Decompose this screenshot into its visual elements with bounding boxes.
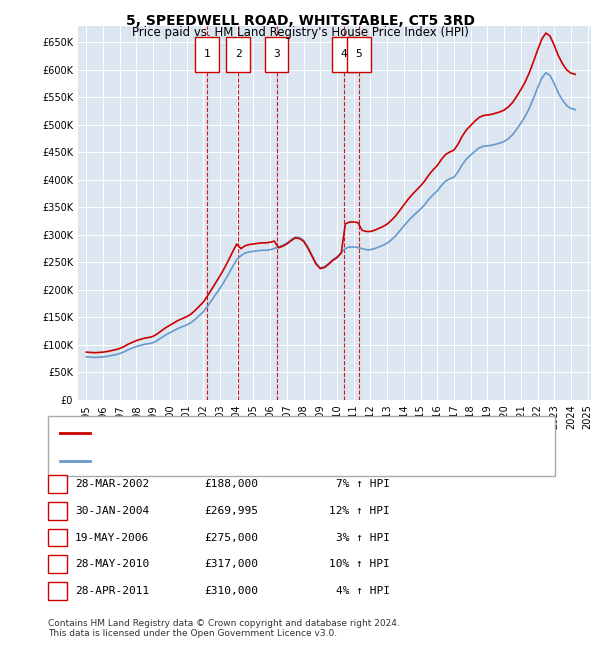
Text: Contains HM Land Registry data © Crown copyright and database right 2024.
This d: Contains HM Land Registry data © Crown c… bbox=[48, 619, 400, 638]
Text: HPI: Average price, detached house, Canterbury: HPI: Average price, detached house, Cant… bbox=[93, 456, 345, 466]
Text: 2: 2 bbox=[54, 506, 61, 516]
Text: 10% ↑ HPI: 10% ↑ HPI bbox=[329, 559, 390, 569]
Text: 28-MAY-2010: 28-MAY-2010 bbox=[75, 559, 149, 569]
Text: 5, SPEEDWELL ROAD, WHITSTABLE, CT5 3RD (detached house): 5, SPEEDWELL ROAD, WHITSTABLE, CT5 3RD (… bbox=[93, 428, 421, 437]
Text: 19-MAY-2006: 19-MAY-2006 bbox=[75, 532, 149, 543]
Text: 7% ↑ HPI: 7% ↑ HPI bbox=[336, 479, 390, 489]
Text: £269,995: £269,995 bbox=[204, 506, 258, 516]
Text: £310,000: £310,000 bbox=[204, 586, 258, 596]
Text: 4% ↑ HPI: 4% ↑ HPI bbox=[336, 586, 390, 596]
Text: 5: 5 bbox=[356, 49, 362, 59]
Text: £317,000: £317,000 bbox=[204, 559, 258, 569]
FancyBboxPatch shape bbox=[265, 37, 289, 72]
Text: 2: 2 bbox=[235, 49, 241, 59]
Text: 5: 5 bbox=[54, 586, 61, 596]
Text: 28-APR-2011: 28-APR-2011 bbox=[75, 586, 149, 596]
Text: 12% ↑ HPI: 12% ↑ HPI bbox=[329, 506, 390, 516]
Text: 3: 3 bbox=[273, 49, 280, 59]
FancyBboxPatch shape bbox=[332, 37, 356, 72]
Text: 28-MAR-2002: 28-MAR-2002 bbox=[75, 479, 149, 489]
FancyBboxPatch shape bbox=[347, 37, 371, 72]
Text: Price paid vs. HM Land Registry's House Price Index (HPI): Price paid vs. HM Land Registry's House … bbox=[131, 26, 469, 39]
Text: £188,000: £188,000 bbox=[204, 479, 258, 489]
Text: 5, SPEEDWELL ROAD, WHITSTABLE, CT5 3RD: 5, SPEEDWELL ROAD, WHITSTABLE, CT5 3RD bbox=[125, 14, 475, 29]
Text: 3: 3 bbox=[54, 532, 61, 543]
FancyBboxPatch shape bbox=[196, 37, 219, 72]
Text: £275,000: £275,000 bbox=[204, 532, 258, 543]
Text: 3% ↑ HPI: 3% ↑ HPI bbox=[336, 532, 390, 543]
Text: 1: 1 bbox=[204, 49, 211, 59]
Text: 1: 1 bbox=[54, 479, 61, 489]
FancyBboxPatch shape bbox=[226, 37, 250, 72]
Text: 4: 4 bbox=[54, 559, 61, 569]
Text: 30-JAN-2004: 30-JAN-2004 bbox=[75, 506, 149, 516]
Text: 4: 4 bbox=[340, 49, 347, 59]
